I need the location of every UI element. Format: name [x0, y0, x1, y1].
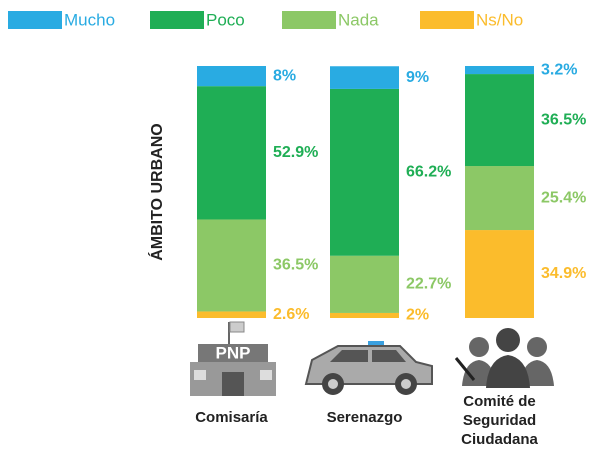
bar-segment — [197, 311, 266, 318]
bar-segment — [465, 166, 534, 231]
bar-segment — [330, 312, 399, 318]
legend-label: Nada — [338, 10, 379, 29]
legend-label: Mucho — [64, 10, 115, 29]
category-label: Comisaría — [195, 409, 268, 426]
icon-text: PNP — [216, 343, 251, 362]
value-label: 66.2% — [406, 164, 451, 181]
bar-segment — [330, 255, 399, 313]
value-label: 52.9% — [273, 144, 318, 161]
category-label: Serenazgo — [326, 409, 403, 426]
legend-label: Poco — [206, 10, 245, 29]
bar-segment — [465, 74, 534, 167]
value-label: 36.5% — [273, 257, 318, 274]
legend-label: Ns/No — [476, 10, 523, 29]
category-label: Comité de Seguridad Ciudadana — [461, 393, 538, 448]
value-label: 2.6% — [273, 306, 309, 323]
legend-swatch — [150, 11, 204, 29]
value-label: 36.5% — [541, 111, 586, 128]
bar-segment — [197, 86, 266, 220]
value-label: 3.2% — [541, 61, 577, 78]
value-label: 9% — [406, 69, 429, 86]
value-label: 22.7% — [406, 276, 451, 293]
car-icon — [304, 341, 433, 395]
legend-swatch — [282, 11, 336, 29]
y-axis-label: ÁMBITO URBANO — [147, 123, 166, 260]
value-label: 2% — [406, 307, 429, 324]
police-station-icon: PNP — [190, 321, 276, 396]
legend-swatch — [8, 11, 62, 29]
people-icon — [454, 328, 554, 388]
bar-segment — [465, 230, 534, 318]
bar-segment — [197, 66, 266, 87]
value-label: 34.9% — [541, 265, 586, 282]
value-label: 8% — [273, 67, 296, 84]
bar-segment — [197, 219, 266, 312]
bar-segment — [330, 66, 399, 89]
legend-swatch — [420, 11, 474, 29]
bar-segment — [330, 88, 399, 256]
bar-segment — [465, 66, 534, 75]
value-label: 25.4% — [541, 189, 586, 206]
